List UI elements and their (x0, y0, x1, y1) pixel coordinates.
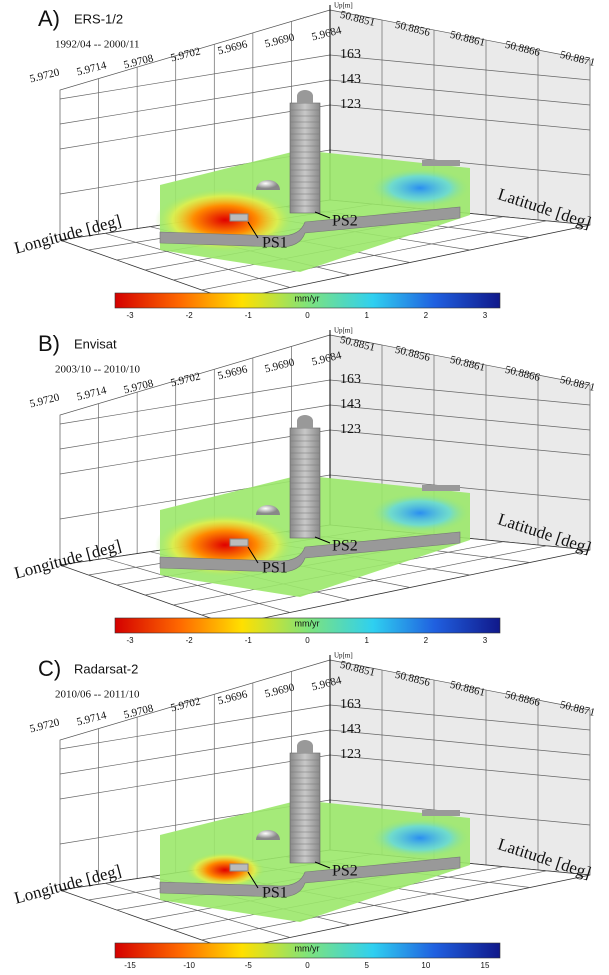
up-tick: 123 (340, 97, 361, 112)
ps1-marker (230, 539, 248, 546)
colorbar-unit: mm/yr (295, 618, 320, 628)
up-tick: 143 (340, 397, 361, 412)
period: 1992/04 -- 2000/11 (55, 39, 140, 51)
panel-label: A) (38, 6, 60, 31)
up-tick: 123 (340, 747, 361, 762)
longitude-tick: 5.9720 (28, 66, 61, 85)
colorbar-tick: 0 (305, 961, 310, 970)
uplift-blob (370, 493, 470, 533)
up-tick: 163 (340, 697, 361, 712)
period: 2010/06 -- 2011/10 (55, 689, 140, 701)
tower-top (297, 415, 313, 428)
up-tick: 163 (340, 47, 361, 62)
colorbar-tick: -1 (245, 636, 253, 645)
colorbar-tick: -3 (126, 636, 134, 645)
uplift-blob (370, 818, 470, 858)
building-roof (422, 810, 460, 816)
colorbar-unit: mm/yr (295, 293, 320, 303)
ps-label: PS2 (332, 863, 358, 880)
colorbar-tick: 10 (421, 961, 430, 970)
longitude-tick: 5.9714 (75, 709, 108, 728)
colorbar-tick: -3 (126, 311, 134, 320)
uplift-blob (370, 168, 470, 208)
figure: PS1 PS2 A) ERS-1/2 1992/04 -- 2000/11 5.9720 5… (0, 0, 609, 975)
colorbar-tick: 5 (364, 961, 369, 970)
colorbar-tick: -15 (124, 961, 136, 970)
panel: PS1 PS2 C) Radarsat-2 2010/06 -- 2011/10 5.97… (12, 652, 596, 971)
sensor-name: Radarsat-2 (74, 661, 138, 676)
up-tick: 163 (340, 372, 361, 387)
up-label: Up[m] (334, 2, 353, 10)
colorbar-tick: 1 (364, 311, 369, 320)
tower-top (297, 90, 313, 103)
building-roof (422, 485, 460, 491)
ps-label: PS2 (332, 213, 358, 230)
colorbar-tick: -2 (186, 311, 194, 320)
building-roof (422, 160, 460, 166)
sensor-name: ERS-1/2 (74, 11, 123, 26)
period: 2003/10 -- 2010/10 (55, 364, 140, 376)
panel-label: C) (38, 656, 61, 681)
colorbar-tick: 0 (305, 311, 310, 320)
colorbar-tick: -5 (245, 961, 253, 970)
ps1-marker (230, 864, 248, 871)
up-label: Up[m] (334, 327, 353, 335)
colorbar-tick: -2 (186, 636, 194, 645)
panel: PS1 PS2 A) ERS-1/2 1992/04 -- 2000/11 5.9720 5… (12, 2, 596, 321)
colorbar-tick: 1 (364, 636, 369, 645)
colorbar-unit: mm/yr (295, 943, 320, 953)
colorbar-tick: 2 (424, 636, 429, 645)
longitude-tick: 5.9720 (28, 391, 61, 410)
sensor-name: Envisat (74, 336, 117, 351)
colorbar-tick: 3 (483, 636, 488, 645)
panel: PS1 PS2 B) Envisat 2003/10 -- 2010/10 5.9720 5… (12, 327, 596, 646)
ps1-marker (230, 214, 248, 221)
subsidence-blob (185, 852, 265, 888)
up-tick: 143 (340, 72, 361, 87)
longitude-tick: 5.9714 (75, 59, 108, 78)
colorbar-tick: 15 (481, 961, 490, 970)
colorbar-tick: 3 (483, 311, 488, 320)
colorbar-tick: -10 (183, 961, 195, 970)
ps-label: PS1 (262, 560, 288, 577)
panel-label: B) (38, 331, 60, 356)
longitude-tick: 5.9720 (28, 716, 61, 735)
up-tick: 143 (340, 722, 361, 737)
colorbar-tick: -1 (245, 311, 253, 320)
ps-label: PS1 (262, 885, 288, 902)
ps-label: PS2 (332, 538, 358, 555)
colorbar-tick: 0 (305, 636, 310, 645)
colorbar-tick: 2 (424, 311, 429, 320)
up-tick: 123 (340, 422, 361, 437)
longitude-tick: 5.9714 (75, 384, 108, 403)
up-label: Up[m] (334, 652, 353, 660)
tower-top (297, 740, 313, 753)
ps-label: PS1 (262, 235, 288, 252)
